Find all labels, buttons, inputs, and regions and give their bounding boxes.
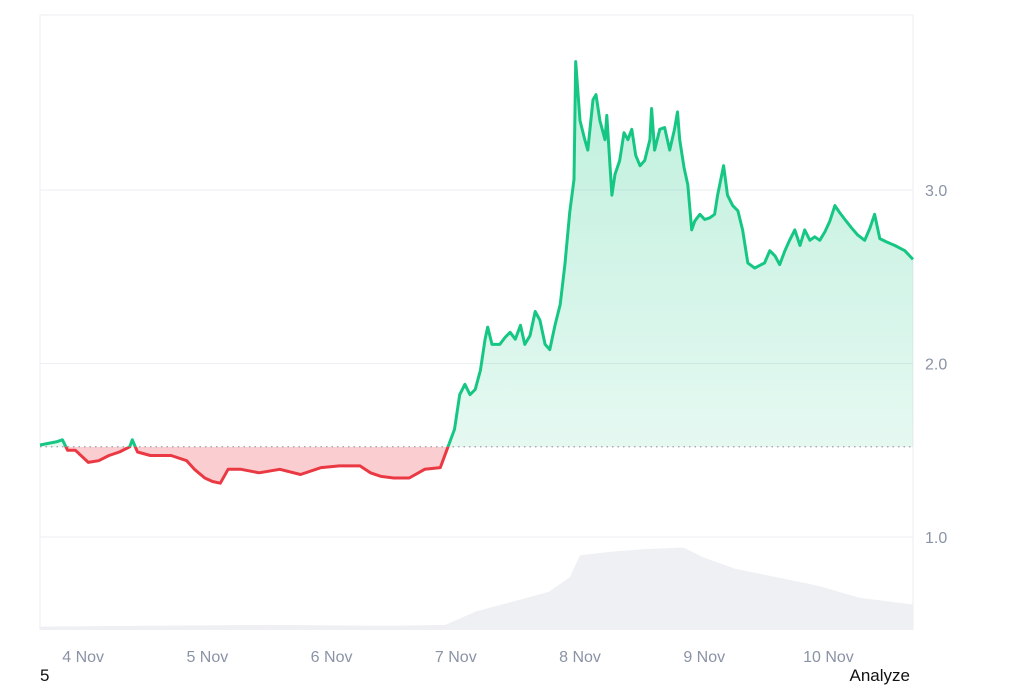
x-tick-label: 10 Nov xyxy=(803,649,854,666)
grid-lines xyxy=(39,14,914,630)
x-tick-label: 6 Nov xyxy=(311,649,353,666)
analyze-link[interactable]: Analyze xyxy=(849,666,910,685)
y-tick-label: 3.0 xyxy=(925,183,947,200)
price-fill-below xyxy=(40,446,913,484)
price-fill-above xyxy=(40,61,913,447)
x-tick-label: 5 Nov xyxy=(186,649,228,666)
price-line-down xyxy=(64,446,450,485)
x-tick-label: 7 Nov xyxy=(435,649,477,666)
x-tick-label: 9 Nov xyxy=(683,649,725,666)
y-tick-label: 2.0 xyxy=(925,357,947,374)
footer-left-text: 5 xyxy=(40,666,50,685)
y-axis: 1.0 2.0 3.0 xyxy=(925,183,947,547)
x-tick-label: 4 Nov xyxy=(62,649,104,666)
x-tick-label: 8 Nov xyxy=(559,649,601,666)
price-line-up xyxy=(39,60,915,447)
y-tick-label: 1.0 xyxy=(925,530,947,547)
x-axis: 4 Nov 5 Nov 6 Nov 7 Nov 8 Nov 9 Nov 10 Nov xyxy=(62,649,854,666)
volume-area xyxy=(40,547,913,630)
